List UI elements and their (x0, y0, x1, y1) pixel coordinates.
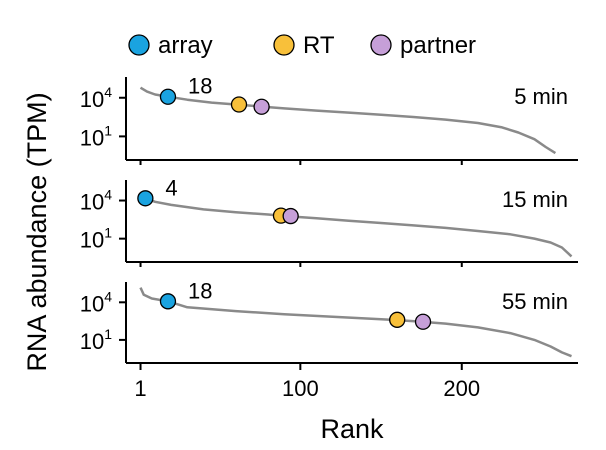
panel-3: 104 101 18 55 min (80, 278, 578, 364)
legend-marker-RT (273, 34, 295, 56)
x-tick-label: 1 (134, 376, 146, 401)
point-RT (230, 96, 248, 113)
x-tick-label: 100 (282, 376, 319, 401)
panel-2: 104 101 4 15 min (80, 175, 578, 267)
panel-label: 15 min (502, 187, 568, 212)
panel-1: 104 101 18 5 min (80, 74, 578, 165)
y-tick-label: 104 (80, 288, 112, 316)
y-tick-label: 101 (80, 225, 112, 253)
y-axis-title: RNA abundance (TPM) (22, 92, 52, 371)
legend-label-array: array (158, 32, 213, 59)
legend-label-partner: partner (400, 32, 476, 59)
x-axis-title: Rank (320, 414, 384, 444)
legend-label-RT: RT (303, 32, 335, 59)
x-axis: 1 100 200 (134, 363, 480, 401)
x-tick-label: 200 (443, 376, 480, 401)
panel-label: 5 min (514, 84, 568, 109)
legend: array RT partner (128, 32, 476, 59)
legend-item-array: array (128, 32, 213, 59)
point-array (159, 88, 177, 105)
point-partner (282, 207, 299, 225)
legend-item-RT: RT (273, 32, 335, 59)
y-tick-label: 104 (80, 84, 112, 112)
point-partner (414, 313, 432, 330)
y-tick-label: 101 (80, 122, 112, 150)
y-tick-label: 104 (80, 187, 112, 215)
legend-marker-partner (370, 34, 392, 56)
point-array (159, 293, 177, 310)
point-RT (389, 311, 406, 328)
y-tick-label: 101 (80, 326, 112, 354)
abundance-curve (139, 192, 573, 258)
panels: 104 101 18 5 min 104 101 4 15 min 104 101 18 55 min (80, 74, 578, 364)
legend-marker-array (128, 34, 150, 56)
point-partner (253, 98, 270, 115)
point-label-array: 4 (165, 175, 177, 200)
legend-item-partner: partner (370, 32, 476, 59)
point-label-array: 18 (188, 278, 212, 303)
point-array (137, 190, 154, 207)
panel-label: 55 min (502, 289, 568, 314)
point-label-array: 18 (188, 74, 212, 99)
